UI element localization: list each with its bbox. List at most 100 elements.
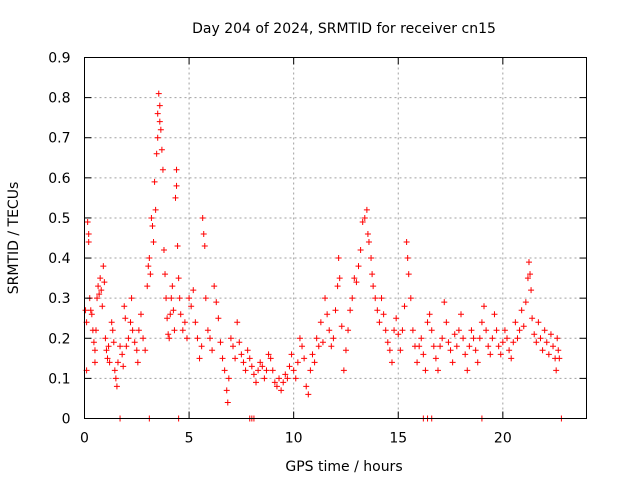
data-point: [441, 299, 448, 306]
data-point: [211, 283, 218, 290]
data-point: [234, 319, 241, 326]
data-point: [224, 399, 231, 406]
data-point: [353, 279, 360, 286]
data-point: [368, 255, 375, 262]
data-point: [510, 339, 517, 346]
data-point: [105, 343, 112, 350]
data-point: [112, 375, 119, 382]
data-point: [255, 367, 262, 374]
x-tick-label: 20: [494, 431, 512, 447]
data-point: [351, 275, 358, 282]
data-point: [147, 271, 154, 278]
data-point: [202, 295, 209, 302]
data-point: [506, 347, 513, 354]
data-point: [142, 347, 149, 354]
data-point: [108, 319, 115, 326]
data-point: [405, 271, 412, 278]
data-point: [167, 311, 174, 318]
data-point: [332, 307, 339, 314]
data-point: [449, 359, 456, 366]
data-point: [204, 327, 211, 334]
data-point: [257, 359, 264, 366]
data-point: [265, 351, 272, 358]
x-tick-label: 5: [185, 431, 194, 447]
data-point: [481, 303, 488, 310]
data-point: [294, 359, 301, 366]
data-point: [149, 222, 156, 229]
data-point: [393, 315, 400, 322]
ticks-layer: [84, 57, 587, 419]
points-layer: [82, 90, 565, 422]
data-point: [104, 355, 111, 362]
data-point: [418, 335, 425, 342]
data-point: [82, 307, 89, 314]
data-point: [288, 351, 295, 358]
data-point: [163, 295, 170, 302]
data-point: [380, 311, 387, 318]
data-point: [90, 339, 97, 346]
data-point: [403, 239, 410, 246]
data-point: [474, 359, 481, 366]
data-point: [177, 311, 184, 318]
data-point: [217, 339, 224, 346]
y-tick-label: 0.4: [48, 251, 70, 267]
data-point: [152, 206, 159, 213]
data-point: [430, 343, 437, 350]
data-point: [336, 275, 343, 282]
data-point: [328, 343, 335, 350]
data-point: [434, 367, 441, 374]
data-point: [432, 355, 439, 362]
data-point: [307, 367, 314, 374]
data-point: [213, 299, 220, 306]
data-point: [164, 315, 171, 322]
data-point: [338, 323, 345, 330]
data-point: [485, 343, 492, 350]
data-point: [372, 295, 379, 302]
data-point: [470, 335, 477, 342]
labels-layer: 0 0.1 0.2 0.3 0.4 0.5 0.6 0.7 0.8 0.9 0 5 10 15 20: [48, 51, 512, 447]
data-point: [547, 331, 554, 338]
data-point: [451, 331, 458, 338]
data-point: [100, 263, 107, 270]
y-axis-label: SRMTID / TECUs: [6, 182, 22, 295]
data-point: [462, 351, 469, 358]
data-point: [501, 327, 508, 334]
data-point: [145, 263, 152, 270]
data-point: [190, 287, 197, 294]
data-point: [401, 303, 408, 310]
data-point: [186, 295, 193, 302]
data-point: [111, 367, 118, 374]
data-point: [455, 327, 462, 334]
data-point: [240, 359, 247, 366]
data-point: [555, 347, 562, 354]
data-point: [409, 327, 416, 334]
data-point: [443, 319, 450, 326]
data-point: [156, 118, 163, 125]
data-point: [504, 335, 511, 342]
data-point: [529, 315, 536, 322]
data-point: [242, 367, 249, 374]
data-point: [134, 359, 141, 366]
y-tick-label: 0.2: [48, 331, 70, 347]
data-point: [146, 255, 153, 262]
data-point: [84, 218, 91, 225]
data-point: [127, 319, 134, 326]
data-point: [95, 283, 102, 290]
data-point: [489, 335, 496, 342]
data-point: [156, 102, 163, 109]
data-point: [340, 367, 347, 374]
data-point: [386, 347, 393, 354]
data-point: [88, 311, 95, 318]
data-point: [123, 343, 130, 350]
data-point: [487, 351, 494, 358]
plot-frame: [84, 57, 587, 419]
data-point: [388, 359, 395, 366]
data-point: [97, 275, 104, 282]
data-point: [330, 335, 337, 342]
data-point: [305, 391, 312, 398]
data-point: [192, 319, 199, 326]
data-point: [553, 367, 560, 374]
data-point: [122, 315, 129, 322]
data-point: [110, 339, 117, 346]
